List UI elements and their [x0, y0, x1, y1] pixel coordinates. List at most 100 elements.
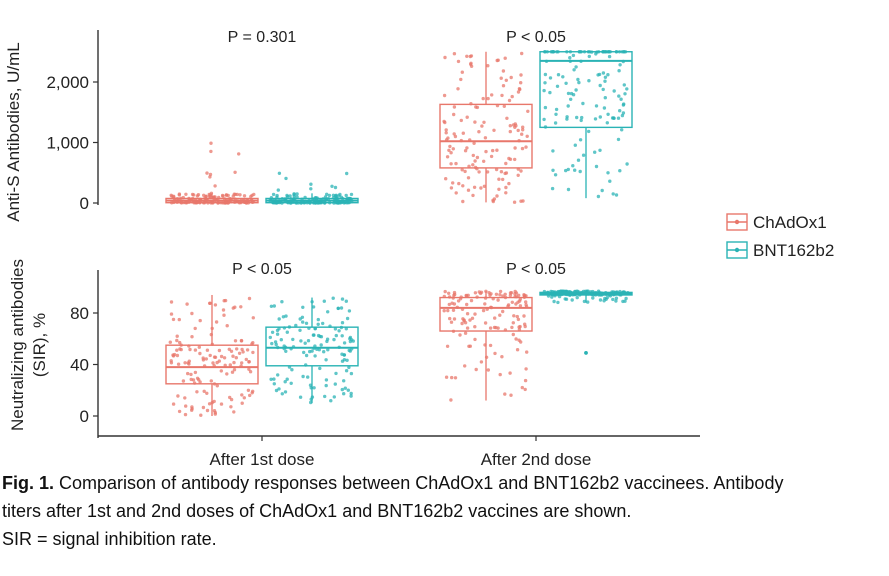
- figure-caption: Fig. 1. Comparison of antibody responses…: [2, 469, 882, 553]
- data-point: [186, 361, 190, 365]
- data-point: [279, 338, 283, 342]
- data-point: [465, 302, 469, 307]
- data-point: [195, 390, 199, 394]
- data-point: [611, 192, 615, 196]
- data-point: [345, 316, 350, 321]
- data-point: [215, 360, 219, 365]
- data-point: [190, 335, 194, 339]
- data-point: [336, 306, 340, 310]
- data-point: [603, 75, 608, 80]
- data-point: [202, 389, 206, 393]
- box-chadox1: [439, 103, 533, 169]
- data-point: [239, 305, 243, 309]
- data-point: [566, 104, 570, 108]
- data-point: [229, 349, 234, 353]
- data-point: [347, 309, 352, 313]
- p-value-label: P < 0.05: [506, 29, 566, 46]
- data-point: [512, 200, 517, 204]
- box-chadox1: [165, 344, 259, 385]
- data-point: [473, 159, 477, 163]
- data-point: [516, 128, 520, 133]
- data-point: [325, 192, 329, 196]
- data-point: [188, 347, 192, 352]
- data-point: [448, 316, 452, 321]
- data-point: [225, 372, 229, 376]
- data-point: [169, 300, 174, 304]
- data-point: [494, 292, 499, 296]
- data-point: [525, 134, 529, 138]
- data-point: [308, 383, 313, 387]
- data-point: [515, 348, 520, 352]
- data-point: [484, 149, 488, 154]
- data-point: [602, 106, 607, 110]
- y-axis-label-line: (SIR), %: [30, 313, 49, 377]
- data-point: [344, 369, 349, 373]
- data-point: [283, 390, 288, 394]
- data-point: [498, 313, 502, 317]
- data-point: [237, 351, 242, 355]
- data-point: [331, 193, 336, 197]
- data-point: [443, 289, 447, 294]
- data-point: [456, 59, 461, 64]
- data-point: [606, 73, 610, 77]
- data-point: [222, 356, 227, 360]
- data-point: [269, 304, 274, 308]
- data-point: [233, 192, 237, 197]
- data-point: [277, 317, 281, 321]
- data-point: [351, 339, 355, 343]
- data-point: [513, 157, 517, 162]
- data-point: [175, 338, 179, 343]
- data-point: [193, 348, 198, 352]
- data-point: [229, 405, 233, 409]
- data-point: [500, 355, 504, 359]
- data-point: [318, 334, 322, 339]
- y-tick-label: 1,000: [46, 134, 89, 153]
- data-point: [460, 321, 464, 326]
- data-point: [501, 84, 506, 88]
- data-point: [205, 171, 209, 175]
- data-point: [452, 132, 456, 136]
- data-point: [324, 358, 328, 362]
- data-point: [178, 340, 182, 345]
- data-point: [219, 354, 224, 359]
- data-point: [606, 171, 610, 175]
- data-point: [177, 317, 181, 322]
- data-point: [248, 370, 253, 374]
- data-point: [520, 51, 524, 56]
- legend-label: ChAdOx1: [753, 213, 827, 232]
- data-point: [452, 52, 457, 56]
- data-point: [214, 320, 219, 324]
- data-point: [471, 193, 475, 198]
- neutralizing-panel: 0 40 80 Neutralizing antibodies (SIR), % P < …: [8, 259, 700, 469]
- data-point: [349, 371, 354, 376]
- data-point: [542, 117, 546, 122]
- data-point: [295, 192, 299, 196]
- data-point: [340, 334, 344, 338]
- data-point: [330, 184, 334, 188]
- data-point: [189, 372, 193, 377]
- data-point: [468, 344, 472, 348]
- data-point: [274, 342, 278, 347]
- y-tick-label: 80: [70, 304, 89, 323]
- data-point: [241, 350, 245, 354]
- data-point: [449, 320, 454, 324]
- y-tick-label: 0: [80, 407, 89, 426]
- data-point: [276, 188, 280, 192]
- data-point: [169, 312, 174, 316]
- data-point: [575, 115, 579, 120]
- data-point: [342, 358, 347, 362]
- data-point: [464, 294, 469, 298]
- box-bnt162b2: [265, 326, 359, 367]
- data-point: [566, 91, 571, 96]
- data-point: [205, 391, 209, 395]
- data-point: [208, 353, 212, 358]
- data-point: [517, 293, 521, 297]
- data-point: [240, 361, 244, 365]
- data-point: [551, 168, 555, 172]
- data-point: [475, 155, 480, 160]
- data-point: [446, 136, 450, 140]
- data-point: [304, 353, 309, 358]
- data-point: [594, 104, 599, 108]
- data-point: [575, 295, 579, 300]
- data-point: [571, 164, 575, 168]
